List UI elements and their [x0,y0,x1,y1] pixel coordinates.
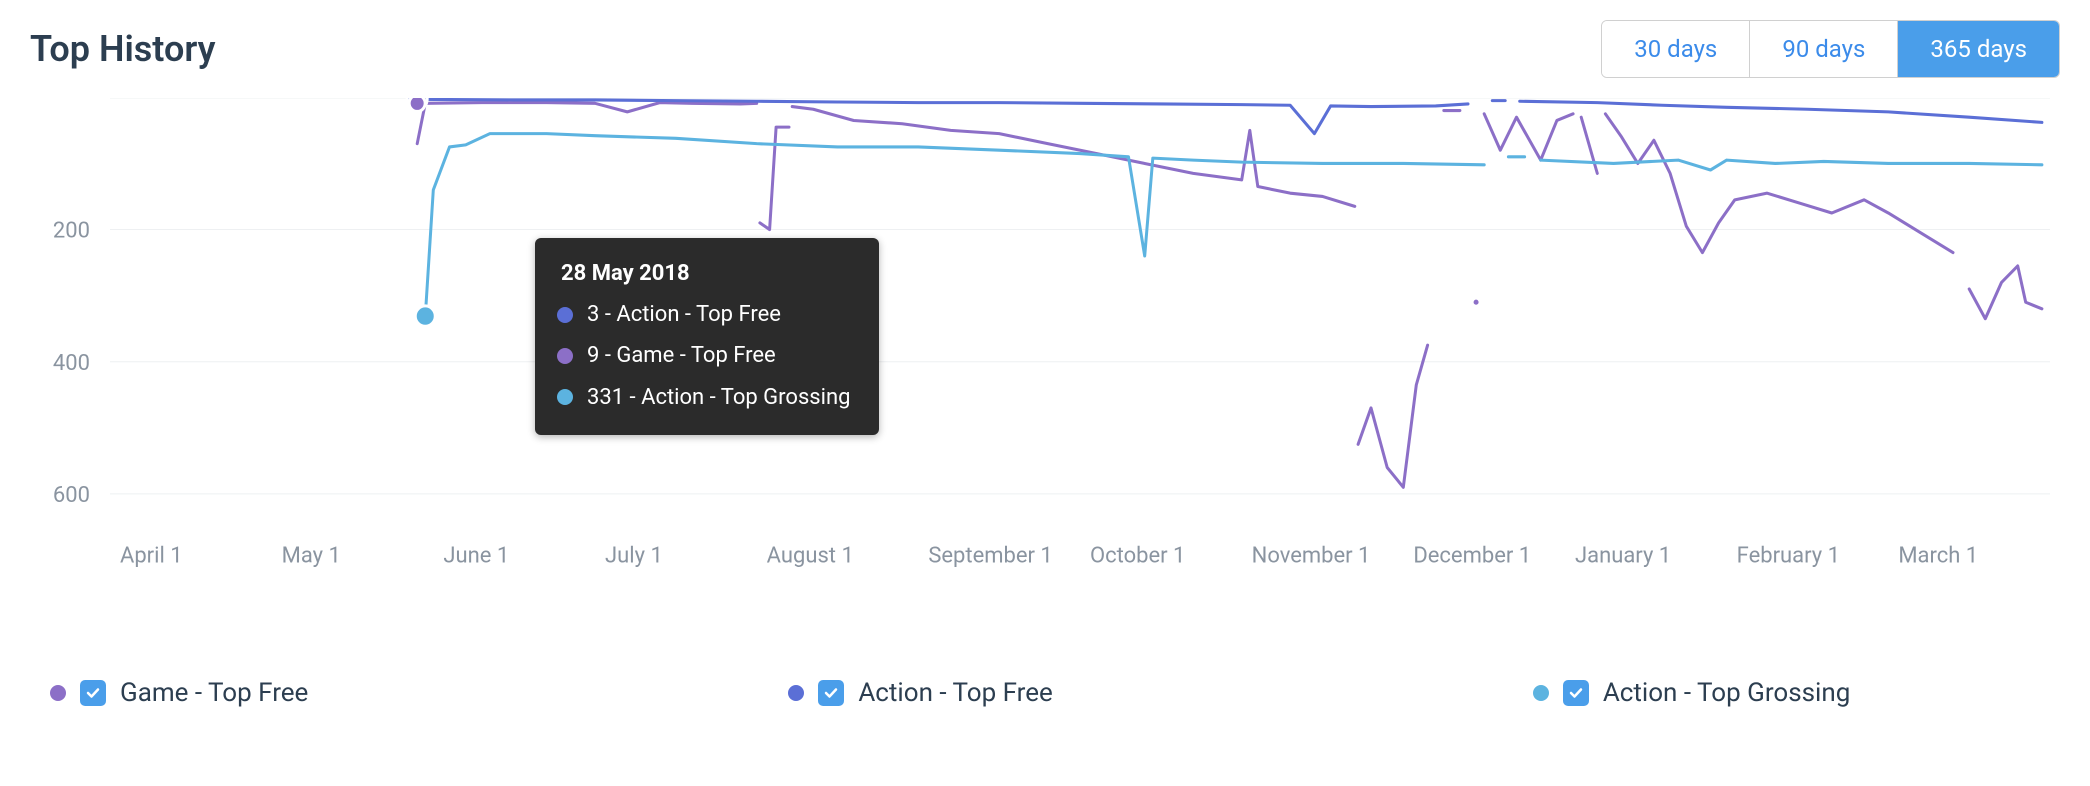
svg-text:200: 200 [53,217,90,243]
svg-text:400: 400 [53,350,90,376]
legend-dot-icon [50,685,66,701]
tooltip-dot-icon [557,389,573,405]
legend-checkbox[interactable] [80,680,106,706]
top-history-panel: Top History 30 days90 days365 days 200 40… [0,0,2090,786]
svg-text:November 1: November 1 [1252,542,1371,568]
legend-label: Action - Top Free [858,678,1052,708]
range-button-90-days[interactable]: 90 days [1750,21,1898,77]
legend-item: Action - Top Free [788,678,1052,708]
chart-tooltip: 28 May 2018 3 - Action - Top Free 9 - Gam… [535,238,879,435]
svg-text:September 1: September 1 [928,542,1052,568]
range-button-365-days[interactable]: 365 days [1898,21,2059,77]
tooltip-dot-icon [557,348,573,364]
page-title: Top History [30,28,215,70]
svg-text:October 1: October 1 [1090,542,1185,568]
tooltip-dot-icon [557,307,573,323]
chart-area: 200 400 600 April 1 May 1 June 1 July 1 August … [30,98,2060,578]
tooltip-row: 331 - Action - Top Grossing [557,380,851,415]
legend-label: Action - Top Grossing [1603,678,1851,708]
range-button-group: 30 days90 days365 days [1601,20,2060,78]
tooltip-row-text: 9 - Game - Top Free [587,338,776,373]
legend-checkbox[interactable] [1563,680,1589,706]
tooltip-row-text: 331 - Action - Top Grossing [587,380,851,415]
tooltip-row: 3 - Action - Top Free [557,297,851,332]
legend-dot-icon [1533,685,1549,701]
legend-dot-icon [788,685,804,701]
svg-text:May 1: May 1 [282,542,341,568]
svg-text:April 1: April 1 [120,542,183,568]
range-button-30-days[interactable]: 30 days [1602,21,1750,77]
header-row: Top History 30 days90 days365 days [30,20,2060,78]
svg-text:July 1: July 1 [605,542,663,568]
legend-label: Game - Top Free [120,678,308,708]
svg-text:February 1: February 1 [1737,542,1840,568]
legend-item: Action - Top Grossing [1533,678,1851,708]
svg-text:June 1: June 1 [443,542,509,568]
legend-item: Game - Top Free [50,678,308,708]
tooltip-row-text: 3 - Action - Top Free [587,297,781,332]
line-chart[interactable]: 200 400 600 April 1 May 1 June 1 July 1 August … [30,98,2060,578]
legend-row: Game - Top Free Action - Top Free Action -… [30,678,2060,708]
svg-text:December 1: December 1 [1413,542,1531,568]
svg-text:600: 600 [53,482,90,508]
tooltip-date: 28 May 2018 [557,256,851,291]
svg-text:January 1: January 1 [1575,542,1671,568]
svg-text:August 1: August 1 [767,542,854,568]
legend-checkbox[interactable] [818,680,844,706]
tooltip-row: 9 - Game - Top Free [557,338,851,373]
svg-text:March 1: March 1 [1898,542,1978,568]
